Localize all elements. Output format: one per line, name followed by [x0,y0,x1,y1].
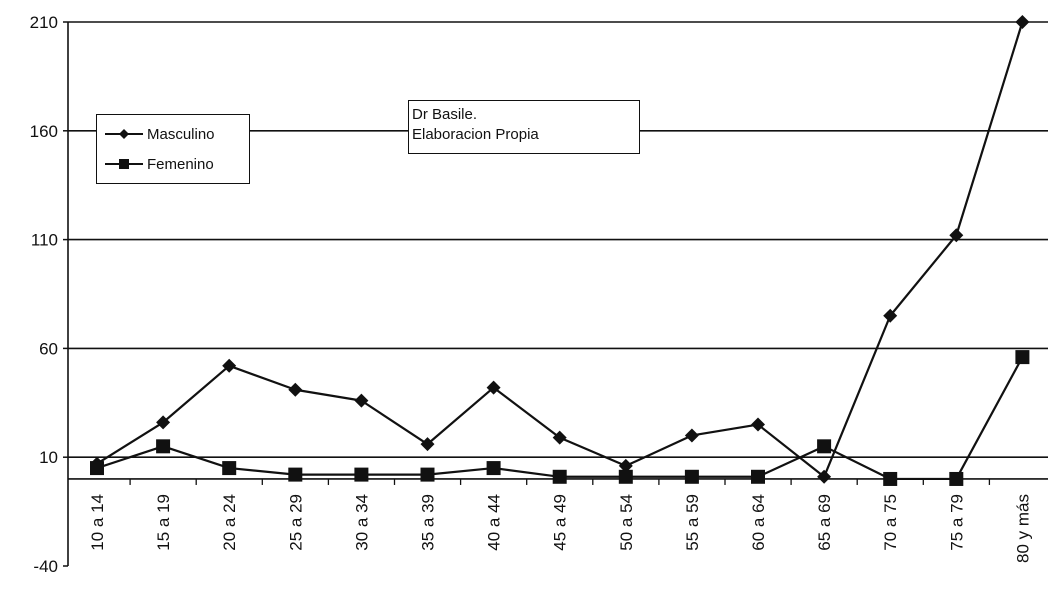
x-tick-label: 55 a 59 [683,494,702,551]
data-point-masculino [684,428,699,443]
x-tick-label: 10 a 14 [88,494,107,551]
y-tick-label: 160 [30,122,58,141]
x-tick-labels: 10 a 14 15 a 19 20 a 24 25 a 29 30 a 34 35 a … [88,494,1032,563]
annotation-line-2: Elaboracion Propia [412,126,539,143]
data-point-femenino [222,461,237,476]
data-point-masculino [486,380,501,395]
annotation-line-1: Dr Basile. [412,106,478,123]
data-point-femenino [751,469,765,484]
legend-label-masculino: Masculino [147,125,215,143]
diamond-marker-icon [105,129,143,139]
x-tick-label: 60 a 64 [749,494,768,551]
data-point-masculino [420,437,435,452]
data-point-femenino [1015,350,1030,365]
data-point-masculino [883,308,898,323]
data-point-femenino [288,467,303,482]
x-tick-label: 80 y más [1013,494,1032,563]
data-point-masculino [288,382,303,397]
data-point-femenino [90,461,104,476]
data-point-masculino [817,469,832,484]
square-marker-icon [105,159,143,169]
annotation-box: Dr Basile. Elaboracion Propia [408,100,640,154]
data-point-masculino [552,430,567,445]
data-point-masculino [354,393,369,408]
data-point-femenino [486,461,501,476]
legend-item-femenino: Femenino [103,153,214,175]
legend: Masculino Femenino [96,114,250,184]
x-tick-label: 40 a 44 [485,494,504,551]
y-tick-label: 60 [39,339,58,358]
x-tick-label: 15 a 19 [154,494,173,551]
data-point-masculino [1015,15,1030,29]
grid-lines [68,21,1048,459]
legend-item-masculino: Masculino [103,123,215,145]
x-tick-label: 70 a 75 [881,494,900,551]
data-point-masculino [751,417,765,432]
data-point-masculino [222,358,237,373]
data-point-femenino [618,469,633,484]
data-point-masculino [618,458,633,473]
y-tick-label: 110 [31,231,58,250]
y-tick-labels: 210 160 110 60 10 -40 [30,13,58,576]
series-line-femenino [96,356,1024,481]
y-tick-label: -40 [33,557,58,576]
data-point-femenino [420,467,435,482]
x-tick-label: 25 a 29 [286,494,305,551]
x-tick-label: 35 a 39 [419,494,438,551]
data-point-femenino [156,439,171,454]
x-tick-label: 45 a 49 [551,494,570,551]
x-tick-label: 50 a 54 [617,494,636,551]
x-tick-label: 20 a 24 [220,494,239,551]
data-point-masculino [156,415,171,430]
series-line-masculino [96,21,1024,478]
data-point-femenino [552,469,567,484]
data-point-masculino [949,228,964,243]
data-point-femenino [883,471,898,486]
y-tick-label: 10 [39,448,58,467]
data-point-femenino [949,471,964,486]
x-tick-label: 30 a 34 [352,494,371,551]
x-tick-label: 65 a 69 [815,494,834,551]
data-point-femenino [817,439,832,454]
series-lines [90,15,1030,486]
data-point-femenino [354,467,369,482]
y-tick-label: 210 [30,13,58,32]
legend-label-femenino: Femenino [147,155,214,173]
data-point-femenino [684,469,699,484]
x-tick-label: 75 a 79 [947,494,966,551]
